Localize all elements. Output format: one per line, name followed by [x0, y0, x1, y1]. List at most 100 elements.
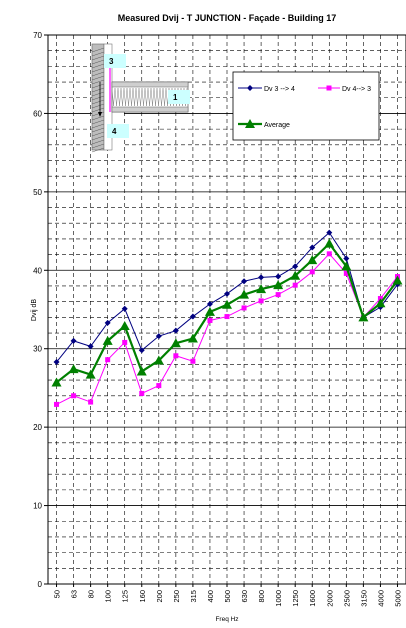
insulation-zigzag [111, 87, 116, 107]
data-point [222, 299, 232, 309]
wall-hatch [91, 115, 105, 121]
y-tick-label: 50 [33, 188, 42, 197]
data-point [224, 314, 230, 320]
insulation-zigzag [138, 87, 143, 107]
y-axis-label: Dvij dB [31, 299, 38, 322]
x-tick-label: 63 [70, 590, 79, 598]
wall-hatch [91, 87, 105, 93]
data-point [172, 327, 179, 334]
wall-hatch [91, 147, 105, 153]
data-point [187, 333, 198, 343]
x-tick-label: 5000 [393, 590, 402, 607]
inset-label-4: 4 [112, 127, 117, 136]
data-point [275, 292, 281, 298]
insulation-zigzag [144, 87, 149, 107]
data-point [153, 355, 164, 365]
insulation-zigzag [153, 87, 158, 107]
inset-label-1-box [168, 90, 190, 104]
inset-label-3-box [104, 54, 126, 68]
data-point [104, 319, 111, 326]
floor-layer-top [111, 81, 189, 88]
x-tick-label: 160 [138, 590, 147, 603]
data-point [138, 347, 145, 354]
data-point [119, 320, 130, 330]
data-point [51, 377, 62, 387]
data-point [239, 289, 250, 299]
data-point [87, 343, 94, 350]
data-point [170, 338, 181, 348]
data-point [309, 269, 315, 275]
data-point [121, 305, 128, 312]
data-point [292, 282, 298, 288]
legend-label: Dv 4--> 3 [342, 86, 371, 93]
insulation-zigzag [159, 87, 164, 107]
insulation-zigzag [126, 87, 131, 107]
wall-hatch [91, 51, 105, 57]
wall-hatch [91, 135, 105, 141]
data-point [326, 251, 332, 257]
construction-inset: 3 1 4 [91, 43, 190, 153]
data-point [207, 317, 213, 323]
x-tick-label: 1250 [291, 590, 300, 607]
data-point [358, 312, 369, 322]
wall-hatch [91, 131, 105, 137]
chart-title: Measured Dvij - T JUNCTION - Façade - Bu… [117, 13, 337, 23]
legend-label: Average [264, 122, 290, 129]
data-point [68, 364, 79, 374]
wall-hatch [91, 99, 105, 105]
inset-label-4-box [107, 124, 129, 138]
wall-hatch [91, 143, 105, 149]
data-point [292, 263, 299, 270]
x-tick-label: 80 [87, 590, 96, 598]
x-tick-label: 800 [257, 590, 266, 603]
data-point [290, 270, 301, 280]
x-tick-label: 125 [121, 590, 130, 603]
series-layer [51, 229, 403, 407]
wall-hatch [91, 123, 105, 129]
arrow-head [98, 112, 102, 117]
wall-hatch [91, 71, 105, 77]
y-tick-label: 20 [33, 423, 42, 432]
x-tick-label: 250 [172, 590, 181, 603]
insulation-zigzag [147, 87, 152, 107]
insulation-zigzag [114, 87, 119, 107]
wall-hatch [91, 91, 105, 97]
insulation-zigzag [156, 87, 161, 107]
insulation-zigzag [123, 87, 128, 107]
insulation-zigzag [141, 87, 146, 107]
insulation-zigzag [117, 87, 122, 107]
data-point [224, 290, 230, 297]
wall-hatch [91, 95, 105, 101]
data-point [189, 313, 196, 320]
data-point [247, 85, 253, 91]
data-point [88, 399, 94, 405]
data-point [256, 284, 267, 294]
wall-hatch [91, 67, 105, 73]
floor-layer-bottom [111, 106, 189, 113]
data-point [392, 275, 403, 285]
data-point [309, 244, 316, 251]
data-point [326, 229, 333, 236]
x-tick-label: 100 [104, 590, 113, 603]
x-tick-label: 1000 [274, 590, 283, 607]
inset-label-1: 1 [173, 93, 178, 102]
data-point [122, 339, 128, 345]
data-point [275, 273, 282, 280]
data-point [343, 270, 349, 276]
x-tick-label: 2500 [342, 590, 351, 607]
wall-hatch [91, 79, 105, 85]
wall-hatch [91, 139, 105, 145]
data-point [71, 393, 77, 399]
series-3 [51, 238, 403, 387]
wall-hatch [91, 59, 105, 65]
data-point [173, 353, 179, 359]
x-tick-label: 400 [206, 590, 215, 603]
data-point [375, 298, 386, 308]
insulation-zigzag [150, 87, 155, 107]
legend-item: Average [238, 119, 290, 129]
y-tick-label: 40 [33, 266, 42, 275]
legend-box [232, 71, 380, 141]
insulation-zigzag [135, 87, 140, 107]
